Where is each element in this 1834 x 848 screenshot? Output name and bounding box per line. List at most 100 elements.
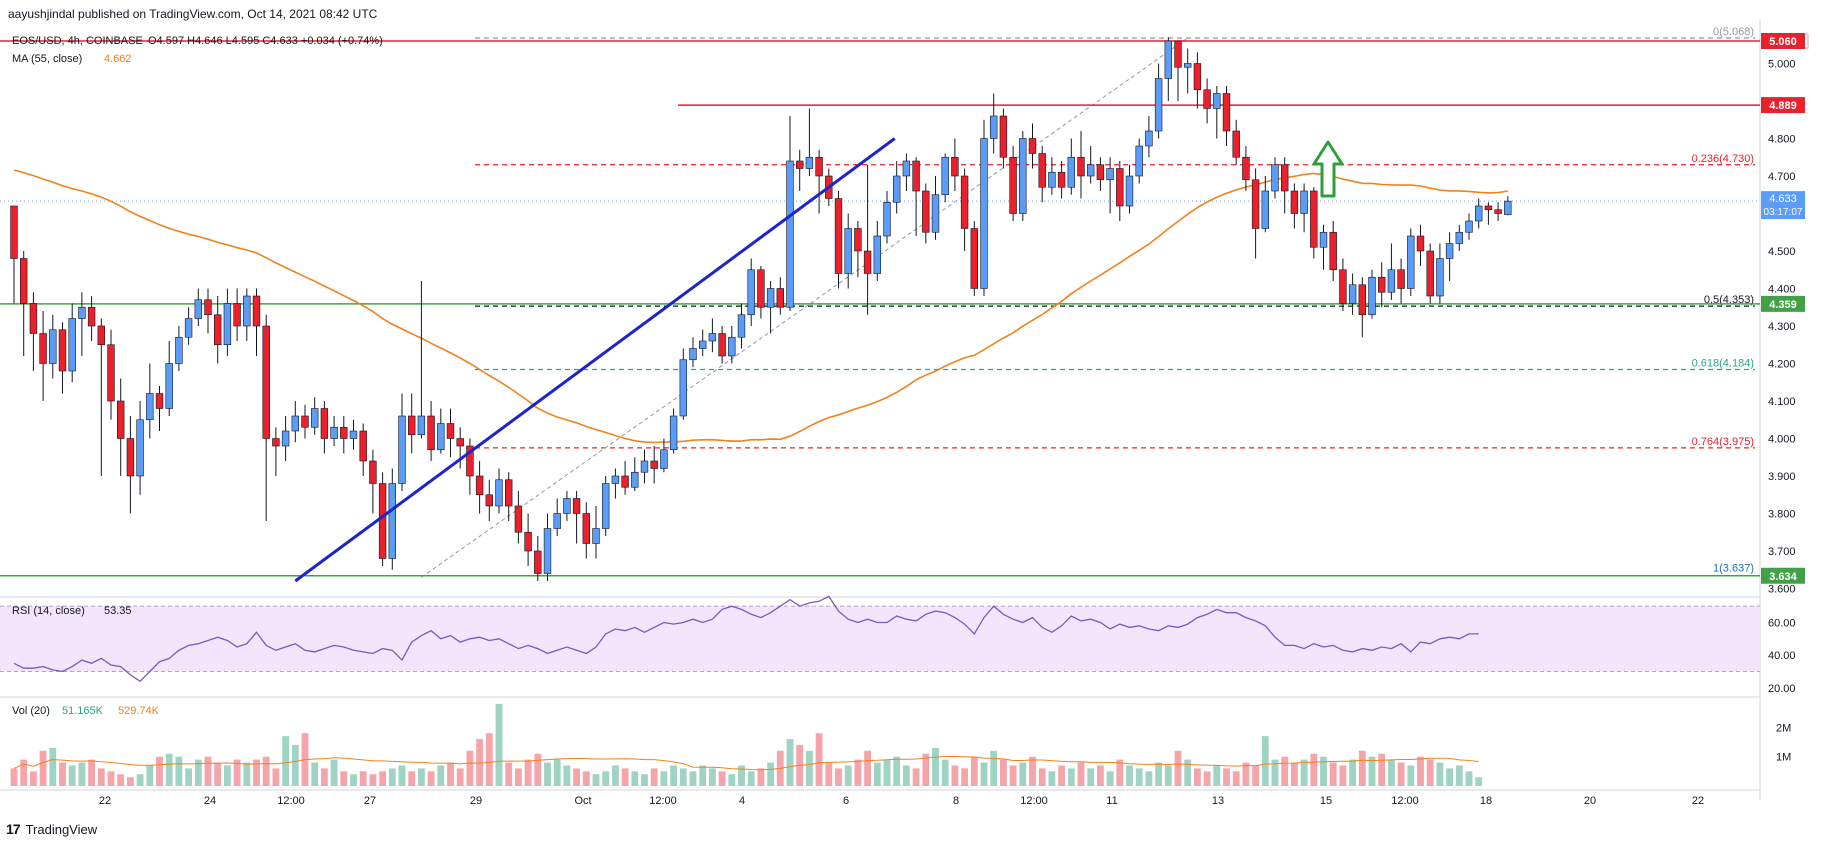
price-tick-label: 4.400 [1768, 284, 1796, 296]
time-tick-label: 12:00 [1020, 795, 1048, 807]
candle-body [1203, 89, 1211, 109]
price-tick-label: 4.200 [1768, 359, 1796, 371]
tradingview-logo-icon[interactable]: 17 [6, 821, 21, 837]
candle-body [378, 483, 387, 559]
volume-bar [553, 759, 561, 786]
candle-body [446, 423, 455, 439]
volume-bar [1213, 765, 1221, 786]
volume-bar [1087, 768, 1095, 786]
volume-bar [1000, 759, 1007, 786]
candle-body [29, 303, 38, 334]
price-tick-label: 4.800 [1768, 134, 1796, 146]
candle-body [592, 528, 600, 544]
price-level-badge-label: 4.889 [1769, 100, 1797, 112]
price-tick-label: 3.700 [1768, 546, 1796, 558]
volume-bar [1426, 759, 1434, 786]
candle-body [1416, 235, 1425, 252]
candle-body [766, 288, 775, 308]
fib-level-label: 0.618(4.184) [1692, 358, 1754, 370]
candle-body [737, 314, 746, 338]
candle-body [175, 336, 183, 364]
candle-body [689, 348, 697, 361]
candle-body [1339, 269, 1347, 304]
candle-body [1174, 40, 1182, 68]
candle-body [534, 550, 542, 574]
price-tick-label: 4.000 [1768, 434, 1796, 446]
price-level-badge-label: 4.359 [1769, 299, 1797, 311]
last-price-label: 4.633 [1769, 193, 1797, 205]
volume-bar [1145, 771, 1153, 786]
candle-body [757, 269, 765, 308]
candle-body [1455, 231, 1464, 244]
volume-bar [1174, 750, 1182, 786]
candle-body [708, 333, 717, 342]
price-tick-label: 4.500 [1768, 246, 1796, 258]
volume-bar [573, 768, 580, 786]
volume-bar [932, 747, 939, 786]
price-level-badge [1761, 295, 1805, 312]
legend-symbol: EOS/USD, 4h, COINBASE [12, 35, 143, 47]
time-tick-label: 15 [1320, 795, 1332, 807]
volume-bar [1116, 759, 1124, 786]
bullish-arrow-icon [1312, 140, 1344, 198]
candle-body [698, 340, 707, 349]
candle-body [640, 460, 649, 473]
candle-body [1154, 78, 1163, 132]
candle-body [243, 295, 251, 327]
volume-bar [427, 771, 435, 786]
volume-bar [59, 762, 66, 786]
candle-body [989, 115, 998, 139]
volume-bar [1232, 771, 1240, 786]
volume-bar [272, 768, 280, 786]
candle-body [1213, 93, 1221, 109]
price-level-badge-label: 5.060 [1769, 36, 1797, 48]
candle-body [1387, 269, 1396, 293]
candle-body [126, 438, 135, 477]
volume-bar [330, 759, 338, 786]
volume-bar [466, 750, 474, 786]
volume-bar [291, 744, 299, 786]
volume-bar [670, 765, 677, 786]
candle-body [39, 333, 47, 364]
volume-bar [1038, 768, 1046, 786]
volume-bar [728, 774, 736, 786]
rsi-tick-label: 60.00 [1768, 618, 1796, 630]
volume-bar [873, 762, 881, 786]
volume-bar [30, 771, 37, 786]
time-tick-label: 20 [1584, 795, 1596, 807]
volume-bar [844, 765, 852, 786]
volume-bar [582, 771, 590, 786]
volume-bar [1097, 765, 1104, 786]
price-tick-label: 3.900 [1768, 471, 1796, 483]
candle-body [349, 430, 358, 439]
volume-bar [214, 762, 222, 786]
volume-bar [97, 768, 105, 786]
candle-body [495, 479, 503, 507]
candle-body [262, 325, 270, 439]
candle-body [1281, 164, 1289, 192]
candle-body [834, 198, 843, 274]
candle-body [1038, 153, 1046, 188]
candle-body [281, 430, 290, 447]
price-level-badge [1761, 33, 1805, 49]
candle-body [1494, 209, 1502, 214]
candle-body [475, 475, 484, 496]
candle-body [1300, 190, 1308, 214]
candle-body [922, 190, 930, 233]
candle-body [960, 175, 969, 229]
candle-body [437, 423, 445, 451]
volume-bar [757, 768, 765, 786]
footer-brand: TradingView [25, 821, 98, 837]
candle-body [543, 528, 552, 574]
rsi-tick-label: 40.00 [1768, 650, 1796, 662]
candle-body [999, 115, 1008, 158]
volume-bar [224, 765, 231, 786]
candle-body [582, 513, 591, 544]
volume-bar [1397, 762, 1405, 786]
volume-bar [1407, 765, 1415, 786]
candle-body [1397, 269, 1405, 289]
candle-body [165, 363, 173, 409]
price-level-badge [1761, 97, 1805, 114]
candle-body [1426, 250, 1434, 297]
